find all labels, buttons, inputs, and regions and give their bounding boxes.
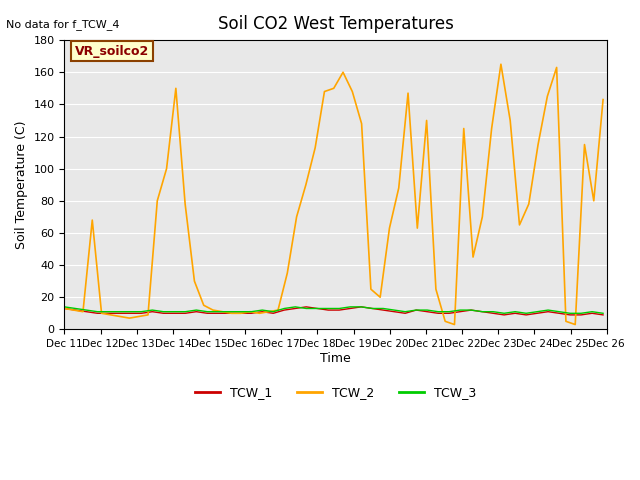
X-axis label: Time: Time	[320, 352, 351, 365]
Legend: TCW_1, TCW_2, TCW_3: TCW_1, TCW_2, TCW_3	[189, 381, 481, 404]
Text: VR_soilco2: VR_soilco2	[76, 45, 150, 58]
Y-axis label: Soil Temperature (C): Soil Temperature (C)	[15, 120, 28, 249]
Title: Soil CO2 West Temperatures: Soil CO2 West Temperatures	[218, 15, 454, 33]
Text: No data for f_TCW_4: No data for f_TCW_4	[6, 19, 120, 30]
